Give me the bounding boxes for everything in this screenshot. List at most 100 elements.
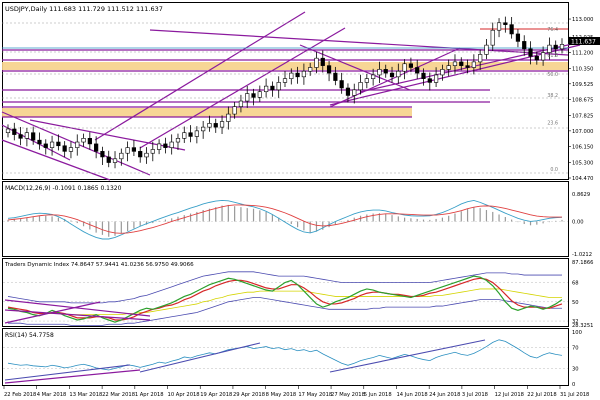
- candle-body: [207, 123, 212, 128]
- candle-body: [320, 57, 325, 66]
- candle-body: [503, 22, 508, 25]
- candle-body: [333, 72, 338, 81]
- candle-body: [219, 121, 225, 128]
- candle-body: [144, 152, 149, 158]
- candle-body: [270, 85, 275, 91]
- candle-body: [201, 126, 206, 132]
- candle-body: [12, 128, 17, 135]
- candle-body: [452, 61, 458, 66]
- tdi-tick-label: 32: [572, 319, 579, 325]
- macd-tick-label: 0.8629: [572, 192, 590, 198]
- macd-tick-label: -1.0212: [572, 252, 592, 258]
- macd-histogram: [7, 204, 563, 237]
- tdi-series-line: [8, 288, 562, 316]
- tdi-trendline-3: [4, 301, 101, 324]
- candle-body: [352, 89, 357, 96]
- tdi-tick-label: 87.1866: [572, 260, 593, 266]
- candle-body: [282, 78, 288, 83]
- candle-body: [150, 149, 155, 154]
- x-tick-label: 3 Jul 2018: [462, 392, 488, 398]
- candle-body: [31, 132, 36, 141]
- candle-body: [484, 44, 489, 55]
- candle-body: [364, 78, 369, 83]
- x-tick-label: 27 May 2018: [331, 392, 365, 398]
- candle-body: [169, 141, 174, 148]
- candle-body: [308, 67, 313, 72]
- tdi-tick-label: 50: [572, 300, 579, 306]
- candle-body: [383, 69, 388, 74]
- panel-frames: [2, 2, 569, 386]
- price-tick-label: 104.470: [572, 176, 593, 182]
- rsi-trendline-4: [4, 369, 141, 384]
- rsi-tick-label: 30: [572, 366, 579, 372]
- supply-zone-lower: [2, 108, 412, 117]
- candle-body: [471, 61, 476, 68]
- price-tick-label: 113.000: [572, 17, 593, 23]
- candle-body: [490, 29, 495, 46]
- rsi-y-axis: 100 70 30 0: [572, 330, 582, 388]
- candle-body: [251, 93, 256, 98]
- macd-series-line: [7, 204, 562, 234]
- candle-body: [377, 69, 382, 76]
- rsi-panel-title: RSI(14) 54.7758: [5, 332, 54, 339]
- candle-body: [68, 147, 74, 152]
- falling-wedge-bottom: [1, 139, 111, 181]
- price-tick-label: 106.150: [572, 145, 593, 151]
- fib-label: 61.8: [547, 53, 558, 59]
- macd-panel-frame: [2, 181, 569, 257]
- price-tick-label: 110.350: [572, 66, 593, 72]
- candle-body: [62, 145, 67, 152]
- tdi-panel-title: Traders Dynamic Index 74.8647 57.9441 41…: [4, 262, 194, 268]
- candle-body: [245, 93, 250, 102]
- price-tick-label: 105.300: [572, 161, 593, 167]
- price-tick-label: 108.675: [572, 98, 593, 104]
- tdi-trendline-2: [4, 309, 151, 321]
- candle-body: [421, 72, 426, 79]
- macd-lines: [7, 199, 563, 240]
- candle-body: [75, 141, 80, 148]
- x-axis: 22 Feb 2018 4 Mar 2018 13 Mar 2018 22 Mar 2…: [3, 386, 589, 398]
- candle-body: [326, 65, 332, 74]
- fib-label: 76.4: [547, 27, 558, 33]
- triangle-cross-2: [329, 47, 461, 108]
- candle-body: [125, 147, 130, 154]
- rsi-tick-label: 100: [572, 330, 582, 336]
- candle-body: [264, 85, 269, 93]
- x-tick-label: 10 Apr 2018: [168, 392, 200, 398]
- candle-body: [43, 143, 48, 148]
- tdi-panel-frame: [2, 258, 569, 327]
- candle-body: [515, 33, 521, 42]
- candle-body: [94, 143, 99, 152]
- candle-body: [301, 70, 306, 78]
- candle-body: [188, 132, 193, 137]
- price-tick-label: 107.000: [572, 129, 593, 135]
- candle-body: [81, 138, 86, 143]
- fib-label: 0.0: [550, 167, 558, 173]
- x-tick-label: 14 Jun 2018: [396, 392, 427, 398]
- x-tick-label: 8 May 2018: [266, 392, 297, 398]
- candle-body: [478, 54, 483, 63]
- candle-body: [156, 143, 162, 150]
- x-tick-label: 19 Apr 2018: [200, 392, 232, 398]
- fib-label: 23.6: [547, 120, 558, 126]
- tdi-trendline-1: [4, 299, 151, 317]
- candle-body: [465, 65, 470, 68]
- channel-upper-line: [94, 11, 306, 141]
- candle-body: [509, 24, 514, 35]
- candle-body: [389, 72, 395, 78]
- x-tick-label: 22 Feb 2018: [4, 392, 36, 398]
- candle-body: [314, 57, 319, 68]
- rsi-trendline-2: [139, 342, 261, 373]
- rsi-trendline-1: [4, 364, 131, 381]
- candle-body: [547, 44, 552, 53]
- candle-body: [56, 141, 61, 147]
- price-y-axis: 113.000112.025111.200110.350109.525108.6…: [568, 17, 593, 182]
- candle-body: [37, 139, 42, 145]
- candle-body: [345, 87, 351, 96]
- candle-body: [24, 132, 29, 139]
- candle-body: [371, 74, 376, 79]
- candle-body: [541, 52, 546, 61]
- x-tick-label: 12 Jul 2018: [495, 392, 524, 398]
